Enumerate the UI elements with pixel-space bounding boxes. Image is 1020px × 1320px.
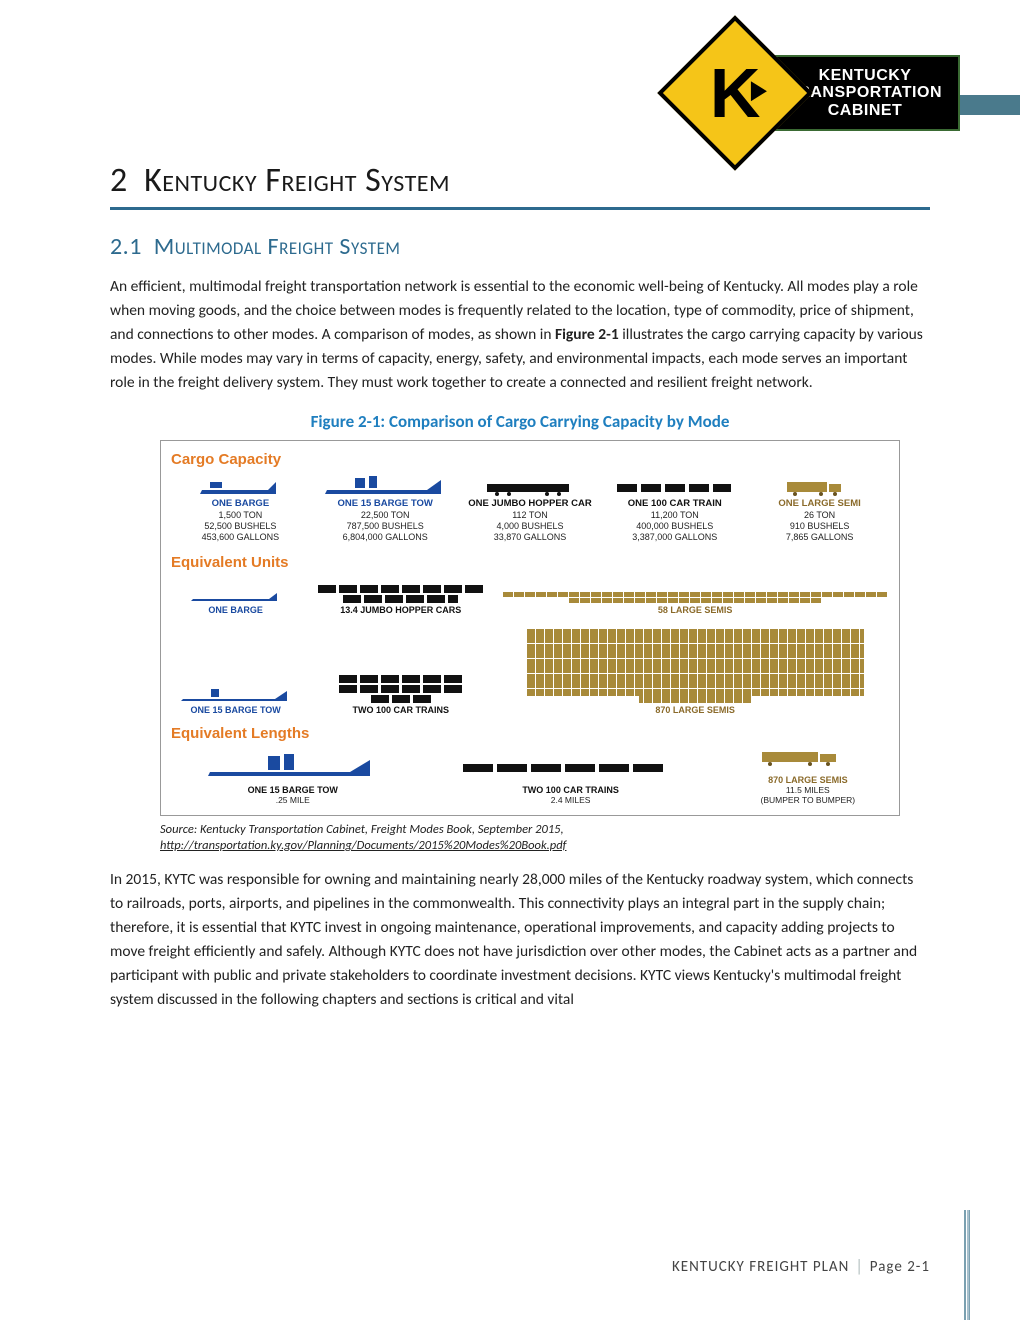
eq1-right: 58 LARGE SEMIS [501, 592, 889, 615]
figure-source: Source: Kentucky Transportation Cabinet,… [160, 822, 900, 855]
mode-gallons: 33,870 GALLONS [461, 532, 600, 543]
figure-title: Figure 2-1: Comparison of Cargo Carrying… [110, 411, 930, 432]
footer-page: Page 2-1 [870, 1258, 930, 1276]
mode-semi: ONE LARGE SEMI 26 TON 910 BUSHELS 7,865 … [750, 472, 889, 544]
source-url: http://transportation.ky.gov/Planning/Do… [160, 838, 566, 853]
len-right: 870 LARGE SEMIS 11.5 MILES (BUMPER TO BU… [727, 748, 889, 805]
eq2-left: ONE 15 BARGE TOW [171, 679, 300, 715]
chapter-title: Kentucky Freight System [144, 160, 450, 201]
len-mid-name: TWO 100 CAR TRAINS [424, 785, 716, 795]
mode-train: ONE 100 CAR TRAIN 11,200 TON 400,000 BUS… [605, 472, 744, 544]
footer-rule-icon [964, 1210, 970, 1320]
len-right-sub: (BUMPER TO BUMPER) [727, 795, 889, 805]
barge-icon [171, 579, 300, 603]
barge-icon [171, 472, 310, 496]
mode-tons: 22,500 TON [316, 510, 455, 521]
hopper-grid-icon [310, 585, 491, 603]
section-title: Multimodal Freight System [154, 232, 401, 261]
equiv-row-1: ONE BARGE 13.4 JUMBO HOPPER CARS 58 LARG… [171, 579, 889, 615]
mode-tons: 1,500 TON [171, 510, 310, 521]
barge-tow-length-icon [208, 752, 378, 778]
eq1-mid: 13.4 JUMBO HOPPER CARS [310, 585, 491, 615]
logo-letter: K [710, 53, 761, 133]
eq1-right-label: 58 LARGE SEMIS [501, 605, 889, 615]
semi-icon [750, 472, 889, 496]
mode-tons: 11,200 TON [605, 510, 744, 521]
lengths-row: ONE 15 BARGE TOW .25 MILE TWO 100 CAR TR… [171, 748, 889, 805]
mode-gallons: 6,804,000 GALLONS [316, 532, 455, 543]
logo-diamond-icon: K [657, 15, 813, 171]
mode-bushels: 400,000 BUSHELS [605, 521, 744, 532]
eq1-left: ONE BARGE [171, 579, 300, 615]
len-left-len: .25 MILE [171, 795, 414, 805]
chapter-number: 2 [110, 160, 128, 201]
mode-gallons: 3,387,000 GALLONS [605, 532, 744, 543]
paragraph-1: An efficient, multimodal freight transpo… [110, 275, 930, 395]
len-right-name: 870 LARGE SEMIS [727, 775, 889, 785]
eq2-mid-label: TWO 100 CAR TRAINS [310, 705, 491, 715]
mode-gallons: 7,865 GALLONS [750, 532, 889, 543]
logo-line1: KENTUCKY [788, 67, 942, 85]
mode-name: ONE 15 BARGE TOW [316, 498, 455, 510]
mode-name: ONE 100 CAR TRAIN [605, 498, 744, 510]
logo-line3: CABINET [788, 102, 942, 120]
len-left: ONE 15 BARGE TOW .25 MILE [171, 752, 414, 805]
eq2-mid: TWO 100 CAR TRAINS [310, 675, 491, 715]
ig-head-units: Equivalent Units [171, 554, 889, 571]
len-mid: TWO 100 CAR TRAINS 2.4 MILES [424, 758, 716, 805]
source-text: Source: Kentucky Transportation Cabinet,… [160, 822, 564, 837]
eq2-right-label: 870 LARGE SEMIS [501, 705, 889, 715]
agency-logo: K KENTUCKY TRANSPORTATION CABINET [680, 38, 960, 148]
eq1-left-label: ONE BARGE [171, 605, 300, 615]
mode-bushels: 4,000 BUSHELS [461, 521, 600, 532]
para1-figref: Figure 2-1 [555, 325, 619, 344]
mode-barge-tow: ONE 15 BARGE TOW 22,500 TON 787,500 BUSH… [316, 472, 455, 544]
ig-head-capacity: Cargo Capacity [171, 451, 889, 468]
hopper-icon [461, 472, 600, 496]
capacity-row: ONE BARGE 1,500 TON 52,500 BUSHELS 453,6… [171, 472, 889, 544]
ig-head-lengths: Equivalent Lengths [171, 725, 889, 742]
len-mid-len: 2.4 MILES [424, 795, 716, 805]
semis-58-grid-icon [501, 592, 889, 603]
trains-icon [331, 675, 471, 703]
barge-tow-icon [316, 472, 455, 496]
mode-bushels: 52,500 BUSHELS [171, 521, 310, 532]
len-left-name: ONE 15 BARGE TOW [171, 785, 414, 795]
page-footer: KENTUCKY FREIGHT PLAN│Page 2-1 [672, 1258, 930, 1276]
mode-tons: 26 TON [750, 510, 889, 521]
mode-gallons: 453,600 GALLONS [171, 532, 310, 543]
trains-length-icon [461, 758, 681, 778]
chapter-heading: 2 Kentucky Freight System [110, 160, 930, 210]
figure-2-1-infographic: Cargo Capacity ONE BARGE 1,500 TON 52,50… [160, 440, 900, 816]
semi-length-icon [758, 748, 858, 768]
equiv-row-2: ONE 15 BARGE TOW TWO 100 CAR TRAINS 870 … [171, 629, 889, 715]
mode-hopper: ONE JUMBO HOPPER CAR 112 TON 4,000 BUSHE… [461, 472, 600, 544]
footer-doc: KENTUCKY FREIGHT PLAN [672, 1258, 849, 1276]
eq2-right: 870 LARGE SEMIS [501, 629, 889, 715]
mode-bushels: 910 BUSHELS [750, 521, 889, 532]
section-number: 2.1 [110, 232, 142, 261]
mode-name: ONE LARGE SEMI [750, 498, 889, 510]
mode-barge: ONE BARGE 1,500 TON 52,500 BUSHELS 453,6… [171, 472, 310, 544]
section-heading: 2.1 Multimodal Freight System [110, 232, 930, 261]
len-right-len: 11.5 MILES [727, 785, 889, 795]
eq2-left-label: ONE 15 BARGE TOW [171, 705, 300, 715]
mode-bushels: 787,500 BUSHELS [316, 521, 455, 532]
mode-tons: 112 TON [461, 510, 600, 521]
barge-tow-icon [171, 679, 300, 703]
mode-name: ONE JUMBO HOPPER CAR [461, 498, 600, 510]
train-icon [605, 472, 744, 496]
eq1-mid-label: 13.4 JUMBO HOPPER CARS [310, 605, 491, 615]
mode-name: ONE BARGE [171, 498, 310, 510]
semis-870-grid-icon [525, 629, 865, 703]
paragraph-2: In 2015, KYTC was responsible for owning… [110, 868, 930, 1012]
